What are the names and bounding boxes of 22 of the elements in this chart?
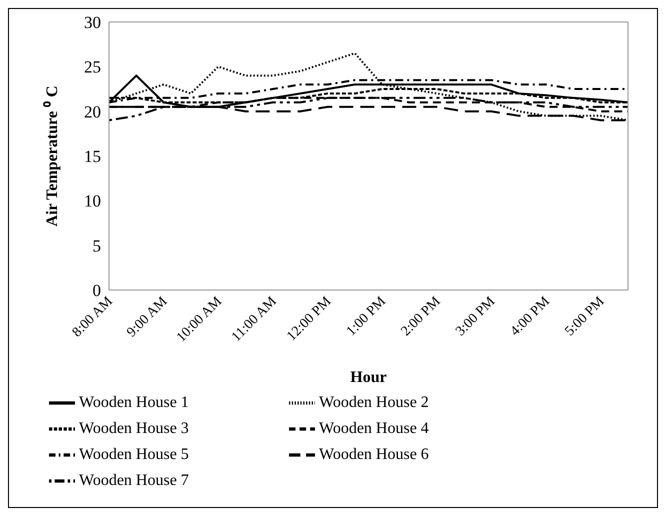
legend-label: Wooden House 5: [79, 446, 190, 464]
y-tick-label: 25: [84, 58, 101, 77]
y-tick-label: 20: [84, 102, 101, 122]
x-tick-label: 5:00 PM: [562, 294, 608, 340]
legend-label: Wooden House 3: [79, 420, 190, 438]
y-tick-label: 5: [92, 236, 101, 256]
legend-label: Wooden House 7: [79, 472, 190, 490]
x-axis-title: Hour: [350, 369, 387, 386]
y-tick-label: 0: [92, 281, 101, 300]
y-axis-title: Air Temperature ⁰ C: [43, 86, 61, 226]
x-tick-label: 4:00 PM: [508, 294, 554, 340]
y-tick-label: 10: [84, 192, 101, 211]
legend-label: Wooden House 1: [79, 394, 190, 412]
x-tick-label: 3:00 PM: [453, 294, 499, 340]
y-tick-label: 15: [84, 147, 101, 166]
x-tick-label: 1:00 PM: [344, 294, 390, 340]
legend-label: Wooden House 4: [319, 420, 430, 438]
legend-label: Wooden House 6: [319, 446, 430, 464]
legend-label: Wooden House 2: [319, 394, 430, 412]
x-tick-label: 9:00 AM: [124, 294, 171, 340]
y-tick-label: 30: [84, 13, 101, 32]
x-tick-label: 2:00 PM: [398, 294, 444, 340]
